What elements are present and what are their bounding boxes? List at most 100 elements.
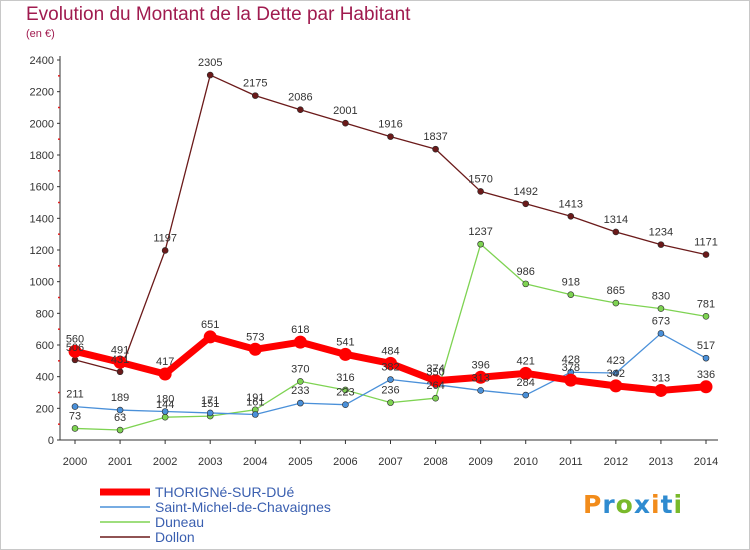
- x-tick-label: 2011: [559, 456, 583, 468]
- x-tick-label: 2000: [63, 456, 87, 468]
- data-point: [387, 133, 394, 140]
- data-point: [248, 342, 262, 356]
- data-point: [342, 386, 349, 394]
- data-point: [657, 241, 665, 248]
- y-tick-label: 2400: [30, 55, 54, 67]
- data-label: 73: [69, 410, 81, 422]
- data-point: [113, 355, 127, 369]
- x-tick-label: 2006: [333, 456, 357, 468]
- data-point: [657, 305, 665, 312]
- data-label: 350: [426, 367, 444, 379]
- data-point: [161, 247, 169, 254]
- data-point: [612, 228, 620, 236]
- data-label: 191: [246, 392, 264, 404]
- data-point: [387, 399, 394, 406]
- data-label: 313: [652, 372, 670, 384]
- data-point: [702, 251, 710, 258]
- data-label: 618: [291, 324, 309, 336]
- data-point: [68, 344, 82, 358]
- data-point: [161, 413, 169, 421]
- x-tick-label: 2003: [198, 456, 222, 468]
- data-point: [71, 425, 79, 432]
- data-label: 651: [201, 319, 219, 331]
- data-point: [522, 200, 530, 208]
- y-tick-label: 0: [48, 435, 54, 447]
- data-label: 189: [111, 392, 129, 404]
- data-point: [342, 401, 349, 408]
- data-label: 573: [246, 331, 264, 343]
- x-tick-label: 2001: [108, 456, 132, 468]
- data-point: [432, 145, 439, 153]
- data-point: [293, 335, 307, 349]
- data-point: [612, 299, 620, 307]
- data-point: [522, 280, 530, 288]
- y-tick-label: 1800: [30, 150, 54, 162]
- data-label: 378: [562, 362, 580, 374]
- data-label: 336: [697, 369, 715, 381]
- data-point: [429, 374, 443, 388]
- data-label: 417: [156, 356, 174, 368]
- x-tick-label: 2009: [468, 456, 492, 468]
- legend-label-saint-michel: Saint-Michel-de-Chavaignes: [155, 499, 331, 515]
- data-label: 1237: [468, 226, 492, 238]
- data-label: 284: [517, 377, 535, 389]
- logo-letter: i: [651, 490, 661, 519]
- data-point: [158, 367, 172, 381]
- axes: 0 200 400 600 800 1000 1200 1400 1600 1800 2000 220…: [30, 55, 719, 468]
- y-tick-label: 2200: [30, 87, 54, 99]
- data-label: 171: [201, 395, 219, 407]
- data-point: [297, 399, 304, 407]
- data-point: [567, 291, 575, 298]
- logo-letter: t: [660, 490, 674, 519]
- y-tick-label: 400: [36, 372, 54, 384]
- data-label: 264: [426, 380, 444, 392]
- data-point: [609, 379, 623, 393]
- chart-unit: (en €): [26, 28, 55, 40]
- data-point: [702, 354, 710, 362]
- y-tick-label: 1400: [30, 213, 54, 225]
- data-point: [206, 71, 214, 79]
- data-label: 1314: [604, 214, 628, 226]
- data-label: 1570: [468, 173, 492, 185]
- data-point: [699, 380, 713, 394]
- x-tick-label: 2010: [513, 456, 537, 468]
- chart-title: Evolution du Montant de la Dette par Hab…: [26, 4, 411, 25]
- y-tick-label: 600: [36, 340, 54, 352]
- x-tick-label: 2007: [378, 456, 402, 468]
- data-point: [116, 406, 124, 414]
- data-point: [161, 408, 169, 415]
- data-point: [654, 383, 668, 397]
- data-label: 517: [697, 340, 715, 352]
- data-label: 374: [426, 363, 444, 375]
- data-point: [477, 387, 484, 394]
- data-label: 918: [562, 277, 580, 289]
- logo-letter: i: [673, 490, 684, 519]
- y-tick-label: 2000: [30, 118, 54, 130]
- x-tick-label: 2004: [243, 456, 267, 468]
- data-point: [432, 394, 439, 402]
- y-tick-label: 1200: [30, 245, 54, 257]
- data-label: 342: [607, 368, 625, 380]
- data-label: 986: [517, 266, 535, 278]
- data-label: 223: [336, 387, 354, 399]
- data-label: 1837: [423, 131, 447, 143]
- data-point: [657, 330, 665, 337]
- data-label: 382: [381, 362, 399, 374]
- data-label: 1234: [649, 227, 673, 239]
- data-label: 484: [381, 345, 399, 357]
- data-label: 2175: [243, 78, 267, 90]
- data-label: 180: [156, 394, 174, 406]
- data-label: 2086: [288, 92, 312, 104]
- y-tick-label: 200: [36, 403, 54, 415]
- data-point: [387, 376, 394, 383]
- data-label: 1197: [153, 232, 177, 244]
- data-labels: 560 491 417 651 573 618 541 484 374 396 421 378 342 3…: [66, 57, 718, 424]
- legend: [100, 488, 150, 538]
- proxiti-logo: Proxiti: [583, 490, 683, 519]
- data-label: 423: [607, 355, 625, 367]
- data-point: [251, 92, 259, 99]
- data-point: [567, 212, 575, 220]
- legend-label-duneau: Duneau: [155, 514, 205, 530]
- x-tick-label: 2005: [288, 456, 312, 468]
